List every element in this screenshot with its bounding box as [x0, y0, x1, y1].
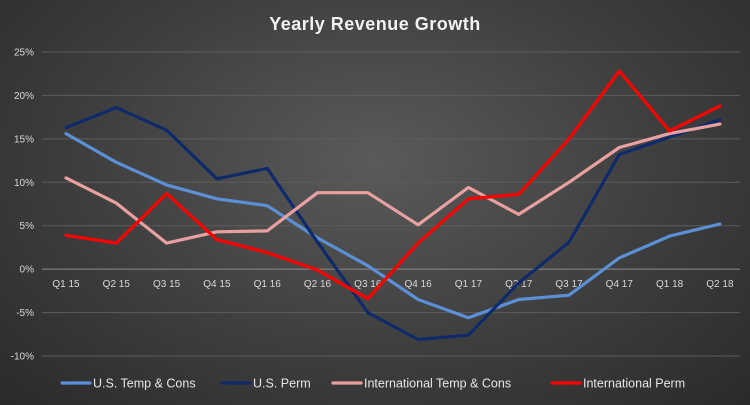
x-tick-label-q2-16: Q2 16 [304, 279, 332, 290]
legend-label-international-perm: International Perm [583, 377, 685, 391]
x-tick-label-q1-17: Q1 17 [455, 279, 483, 290]
legend-label-u-s-temp-cons: U.S. Temp & Cons [93, 377, 196, 391]
x-tick-label-q1-18: Q1 18 [656, 279, 684, 290]
x-tick-label-q1-16: Q1 16 [254, 279, 282, 290]
series-line-u-s-perm [66, 108, 720, 340]
legend: U.S. Temp & Cons U.S. Perm International T… [62, 377, 685, 391]
x-tick-label-q2-15: Q2 15 [103, 279, 131, 290]
x-tick-label-q4-17: Q4 17 [606, 279, 634, 290]
y-tick-label-5: 5% [20, 221, 35, 232]
chart-title: Yearly Revenue Growth [269, 14, 481, 34]
x-tick-label-q4-15: Q4 15 [203, 279, 231, 290]
y-tick-label-0: 0% [20, 265, 35, 276]
legend-label-international-temp-cons: International Temp & Cons [364, 377, 511, 391]
series-lines [66, 71, 720, 339]
y-tick-label-20: 20% [14, 91, 34, 102]
y-tick-label-neg10: -10% [11, 352, 34, 363]
x-tick-label-q1-15: Q1 15 [52, 279, 80, 290]
y-tick-label-neg5: -5% [16, 308, 34, 319]
y-tick-label-15: 15% [14, 134, 34, 145]
x-tick-label-q3-15: Q3 15 [153, 279, 181, 290]
x-tick-label-q2-18: Q2 18 [706, 279, 734, 290]
legend-label-u-s-perm: U.S. Perm [253, 377, 311, 391]
x-tick-label-q4-16: Q4 16 [404, 279, 432, 290]
y-tick-label-10: 10% [14, 178, 34, 189]
y-tick-label-25: 25% [14, 48, 34, 59]
y-axis-tick-labels: -10% -5% 0% 5% 10% 15% 20% 25% [11, 48, 34, 363]
gridlines [42, 52, 740, 356]
